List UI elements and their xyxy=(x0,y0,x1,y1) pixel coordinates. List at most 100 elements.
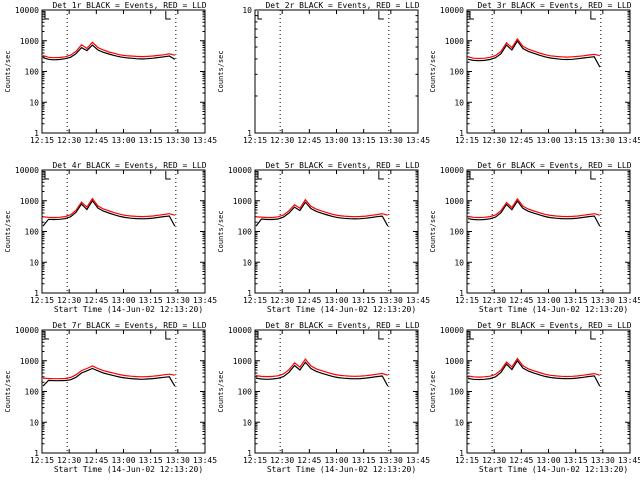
corner-marker-left xyxy=(257,331,262,340)
x-tick-label: 12:30 xyxy=(270,296,294,305)
y-tick-label: 1 xyxy=(34,449,39,458)
x-tick-label: 13:30 xyxy=(166,136,190,145)
x-tick-label: 13:45 xyxy=(193,456,217,465)
x-tick-label: 12:15 xyxy=(243,296,267,305)
events-series-line xyxy=(42,367,176,387)
x-tick-label: 13:15 xyxy=(564,136,588,145)
corner-marker-right xyxy=(378,171,384,180)
corner-marker-left xyxy=(257,171,262,180)
y-tick-label: 1000 xyxy=(20,357,39,366)
corner-marker-right xyxy=(165,331,171,340)
chart-title: Det 5r BLACK = Events, RED = LLD xyxy=(265,161,419,170)
y-tick-label: 10000 xyxy=(15,326,39,335)
x-tick-label: 13:00 xyxy=(111,296,135,305)
lld-series-line xyxy=(42,365,175,380)
y-tick-label: 100 xyxy=(450,68,465,77)
corner-marker-right xyxy=(590,11,596,20)
x-tick-label: 13:30 xyxy=(166,296,190,305)
x-tick-label: 12:45 xyxy=(509,296,533,305)
x-tick-label: 12:15 xyxy=(455,136,479,145)
y-tick-label: 10 xyxy=(242,6,252,15)
x-tick-label: 12:45 xyxy=(509,456,533,465)
plot-frame xyxy=(41,329,206,454)
x-tick-label: 12:15 xyxy=(30,136,54,145)
y-tick-label: 100 xyxy=(450,388,465,397)
x-tick-label: 13:30 xyxy=(591,296,615,305)
plot-frame xyxy=(254,329,419,454)
x-tick-label: 13:45 xyxy=(193,136,217,145)
plot-frame xyxy=(254,169,419,294)
x-tick-label: 12:30 xyxy=(270,136,294,145)
corner-marker-left xyxy=(44,331,49,340)
y-tick-label: 10 xyxy=(242,258,252,267)
lld-series-line xyxy=(42,41,175,59)
x-axis-label: Start Time (14-Jun-02 12:13:20) xyxy=(54,465,203,474)
y-axis-label: Counts/sec xyxy=(4,210,12,252)
events-series-line xyxy=(42,199,176,227)
y-tick-label: 10 xyxy=(454,98,464,107)
y-axis-label: Counts/sec xyxy=(217,50,225,92)
x-tick-label: 12:30 xyxy=(482,456,506,465)
x-tick-label: 13:45 xyxy=(618,136,640,145)
y-tick-label: 100 xyxy=(25,388,40,397)
y-tick-label: 100 xyxy=(25,228,40,237)
x-axis-label: Start Time (14-Jun-02 12:13:20) xyxy=(267,465,416,474)
x-tick-label: 13:30 xyxy=(379,456,403,465)
lld-series-line xyxy=(42,197,175,219)
x-tick-label: 12:30 xyxy=(482,136,506,145)
x-tick-label: 13:30 xyxy=(379,296,403,305)
x-tick-label: 12:45 xyxy=(84,296,108,305)
x-tick-label: 13:15 xyxy=(139,136,163,145)
x-axis-label: Start Time (14-Jun-02 12:13:20) xyxy=(54,305,203,314)
events-series-line xyxy=(467,39,601,68)
y-axis-label: Counts/sec xyxy=(429,210,437,252)
x-tick-label: 13:00 xyxy=(111,456,135,465)
y-tick-label: 10000 xyxy=(440,166,464,175)
y-axis-label: Counts/sec xyxy=(429,50,437,92)
x-tick-label: 12:30 xyxy=(270,456,294,465)
x-tick-label: 12:45 xyxy=(509,136,533,145)
corner-marker-left xyxy=(257,11,262,20)
chart-title: Det 2r BLACK = Events, RED = LLD xyxy=(265,1,419,10)
y-tick-label: 1000 xyxy=(445,37,464,46)
y-tick-label: 1000 xyxy=(233,357,252,366)
y-tick-label: 10000 xyxy=(440,6,464,15)
x-tick-label: 13:15 xyxy=(564,456,588,465)
x-tick-label: 13:45 xyxy=(406,456,430,465)
lld-series-line xyxy=(255,358,388,378)
chart-title: Det 7r BLACK = Events, RED = LLD xyxy=(52,321,206,330)
x-tick-label: 12:30 xyxy=(57,456,81,465)
x-tick-label: 12:15 xyxy=(243,456,267,465)
y-axis-label: Counts/sec xyxy=(217,370,225,412)
y-tick-label: 100 xyxy=(238,388,253,397)
corner-marker-right xyxy=(590,171,596,180)
x-tick-label: 13:30 xyxy=(379,136,403,145)
x-tick-label: 13:15 xyxy=(352,296,376,305)
y-axis-label: Counts/sec xyxy=(217,210,225,252)
x-tick-label: 13:00 xyxy=(324,296,348,305)
x-tick-label: 13:00 xyxy=(111,136,135,145)
x-tick-label: 13:15 xyxy=(139,456,163,465)
x-tick-label: 12:30 xyxy=(57,136,81,145)
x-tick-label: 13:00 xyxy=(536,136,560,145)
y-tick-label: 100 xyxy=(238,228,253,237)
y-tick-label: 10 xyxy=(29,258,39,267)
y-tick-label: 1 xyxy=(247,289,252,298)
x-tick-label: 12:15 xyxy=(455,456,479,465)
y-tick-label: 100 xyxy=(25,68,40,77)
x-tick-label: 12:45 xyxy=(297,456,321,465)
x-tick-label: 12:45 xyxy=(297,136,321,145)
x-tick-label: 13:00 xyxy=(536,456,560,465)
x-tick-label: 13:30 xyxy=(591,136,615,145)
x-tick-label: 12:15 xyxy=(30,456,54,465)
x-tick-label: 12:45 xyxy=(297,296,321,305)
lld-series-line xyxy=(467,37,600,60)
y-tick-label: 10000 xyxy=(228,326,252,335)
